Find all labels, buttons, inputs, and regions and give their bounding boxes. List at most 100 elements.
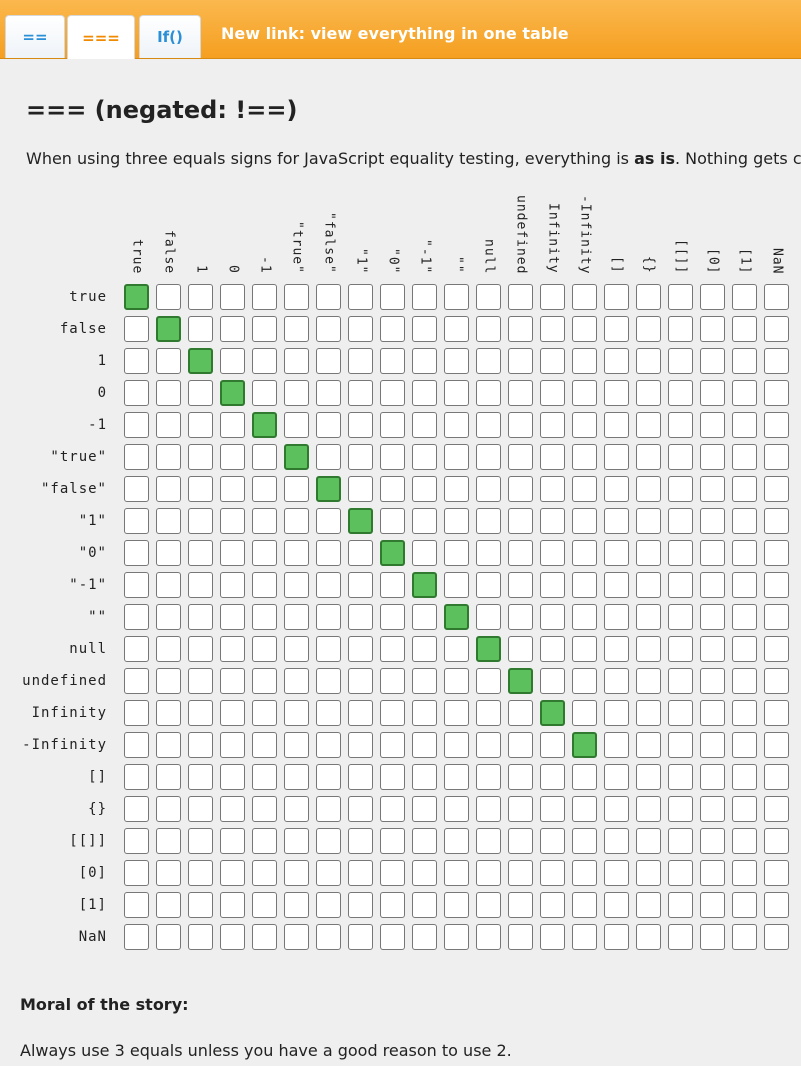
table-cell[interactable] <box>540 284 565 310</box>
table-cell[interactable] <box>636 924 661 950</box>
table-cell[interactable] <box>668 764 693 790</box>
table-cell[interactable] <box>668 796 693 822</box>
table-cell[interactable] <box>316 572 341 598</box>
table-cell[interactable] <box>124 604 149 630</box>
table-cell[interactable] <box>380 796 405 822</box>
table-cell[interactable] <box>412 284 437 310</box>
table-cell[interactable] <box>380 348 405 374</box>
table-cell[interactable] <box>476 284 501 310</box>
table-cell[interactable] <box>700 412 725 438</box>
table-cell[interactable] <box>508 604 533 630</box>
table-cell[interactable] <box>636 764 661 790</box>
table-cell[interactable] <box>764 572 789 598</box>
table-cell[interactable] <box>348 540 373 566</box>
table-cell[interactable] <box>124 508 149 534</box>
table-cell[interactable] <box>572 380 597 406</box>
table-cell[interactable] <box>764 476 789 502</box>
table-cell[interactable] <box>252 284 277 310</box>
table-cell[interactable] <box>156 764 181 790</box>
table-cell[interactable] <box>412 828 437 854</box>
table-cell[interactable] <box>220 348 245 374</box>
table-cell[interactable] <box>284 828 309 854</box>
table-cell[interactable] <box>636 700 661 726</box>
table-cell[interactable] <box>188 412 213 438</box>
table-cell[interactable] <box>444 316 469 342</box>
table-cell[interactable] <box>700 284 725 310</box>
table-cell[interactable] <box>444 380 469 406</box>
table-cell[interactable] <box>732 860 757 886</box>
table-cell[interactable] <box>380 284 405 310</box>
table-cell[interactable] <box>444 796 469 822</box>
table-cell-equal[interactable] <box>348 508 373 534</box>
table-cell[interactable] <box>124 700 149 726</box>
table-cell[interactable] <box>220 668 245 694</box>
table-cell[interactable] <box>220 412 245 438</box>
table-cell[interactable] <box>316 732 341 758</box>
table-cell[interactable] <box>476 412 501 438</box>
table-cell[interactable] <box>188 316 213 342</box>
table-cell[interactable] <box>316 540 341 566</box>
table-cell[interactable] <box>508 828 533 854</box>
table-cell[interactable] <box>668 508 693 534</box>
table-cell[interactable] <box>700 508 725 534</box>
table-cell[interactable] <box>636 796 661 822</box>
table-cell[interactable] <box>284 764 309 790</box>
table-cell[interactable] <box>284 508 309 534</box>
table-cell[interactable] <box>252 764 277 790</box>
table-cell[interactable] <box>348 380 373 406</box>
table-cell[interactable] <box>540 892 565 918</box>
table-cell[interactable] <box>412 668 437 694</box>
table-cell[interactable] <box>732 444 757 470</box>
table-cell[interactable] <box>476 348 501 374</box>
table-cell[interactable] <box>700 924 725 950</box>
table-cell[interactable] <box>604 412 629 438</box>
table-cell[interactable] <box>700 572 725 598</box>
table-cell[interactable] <box>700 892 725 918</box>
table-cell[interactable] <box>220 924 245 950</box>
table-cell[interactable] <box>380 380 405 406</box>
table-cell-equal[interactable] <box>476 636 501 662</box>
table-cell[interactable] <box>636 476 661 502</box>
table-cell[interactable] <box>284 540 309 566</box>
table-cell[interactable] <box>348 636 373 662</box>
table-cell-equal[interactable] <box>444 604 469 630</box>
table-cell[interactable] <box>700 796 725 822</box>
table-cell[interactable] <box>444 348 469 374</box>
table-cell[interactable] <box>508 924 533 950</box>
table-cell[interactable] <box>220 572 245 598</box>
table-cell[interactable] <box>636 540 661 566</box>
table-cell[interactable] <box>764 412 789 438</box>
table-cell[interactable] <box>540 796 565 822</box>
table-cell[interactable] <box>412 444 437 470</box>
tab-double-equals[interactable]: == <box>5 15 65 58</box>
table-cell[interactable] <box>732 316 757 342</box>
table-cell[interactable] <box>476 540 501 566</box>
table-cell[interactable] <box>188 828 213 854</box>
table-cell[interactable] <box>540 828 565 854</box>
table-cell[interactable] <box>572 348 597 374</box>
table-cell[interactable] <box>604 860 629 886</box>
table-cell[interactable] <box>220 764 245 790</box>
table-cell[interactable] <box>508 700 533 726</box>
table-cell[interactable] <box>636 892 661 918</box>
table-cell[interactable] <box>124 316 149 342</box>
table-cell[interactable] <box>540 508 565 534</box>
table-cell[interactable] <box>572 860 597 886</box>
table-cell[interactable] <box>316 412 341 438</box>
table-cell[interactable] <box>604 508 629 534</box>
table-cell[interactable] <box>508 764 533 790</box>
table-cell[interactable] <box>668 284 693 310</box>
table-cell[interactable] <box>124 572 149 598</box>
table-cell[interactable] <box>604 284 629 310</box>
table-cell[interactable] <box>348 668 373 694</box>
table-cell[interactable] <box>732 732 757 758</box>
table-cell-equal[interactable] <box>124 284 149 310</box>
table-cell[interactable] <box>668 412 693 438</box>
table-cell[interactable] <box>444 668 469 694</box>
table-cell[interactable] <box>188 796 213 822</box>
table-cell[interactable] <box>764 348 789 374</box>
table-cell[interactable] <box>636 668 661 694</box>
table-cell[interactable] <box>540 380 565 406</box>
table-cell[interactable] <box>220 860 245 886</box>
table-cell[interactable] <box>444 636 469 662</box>
